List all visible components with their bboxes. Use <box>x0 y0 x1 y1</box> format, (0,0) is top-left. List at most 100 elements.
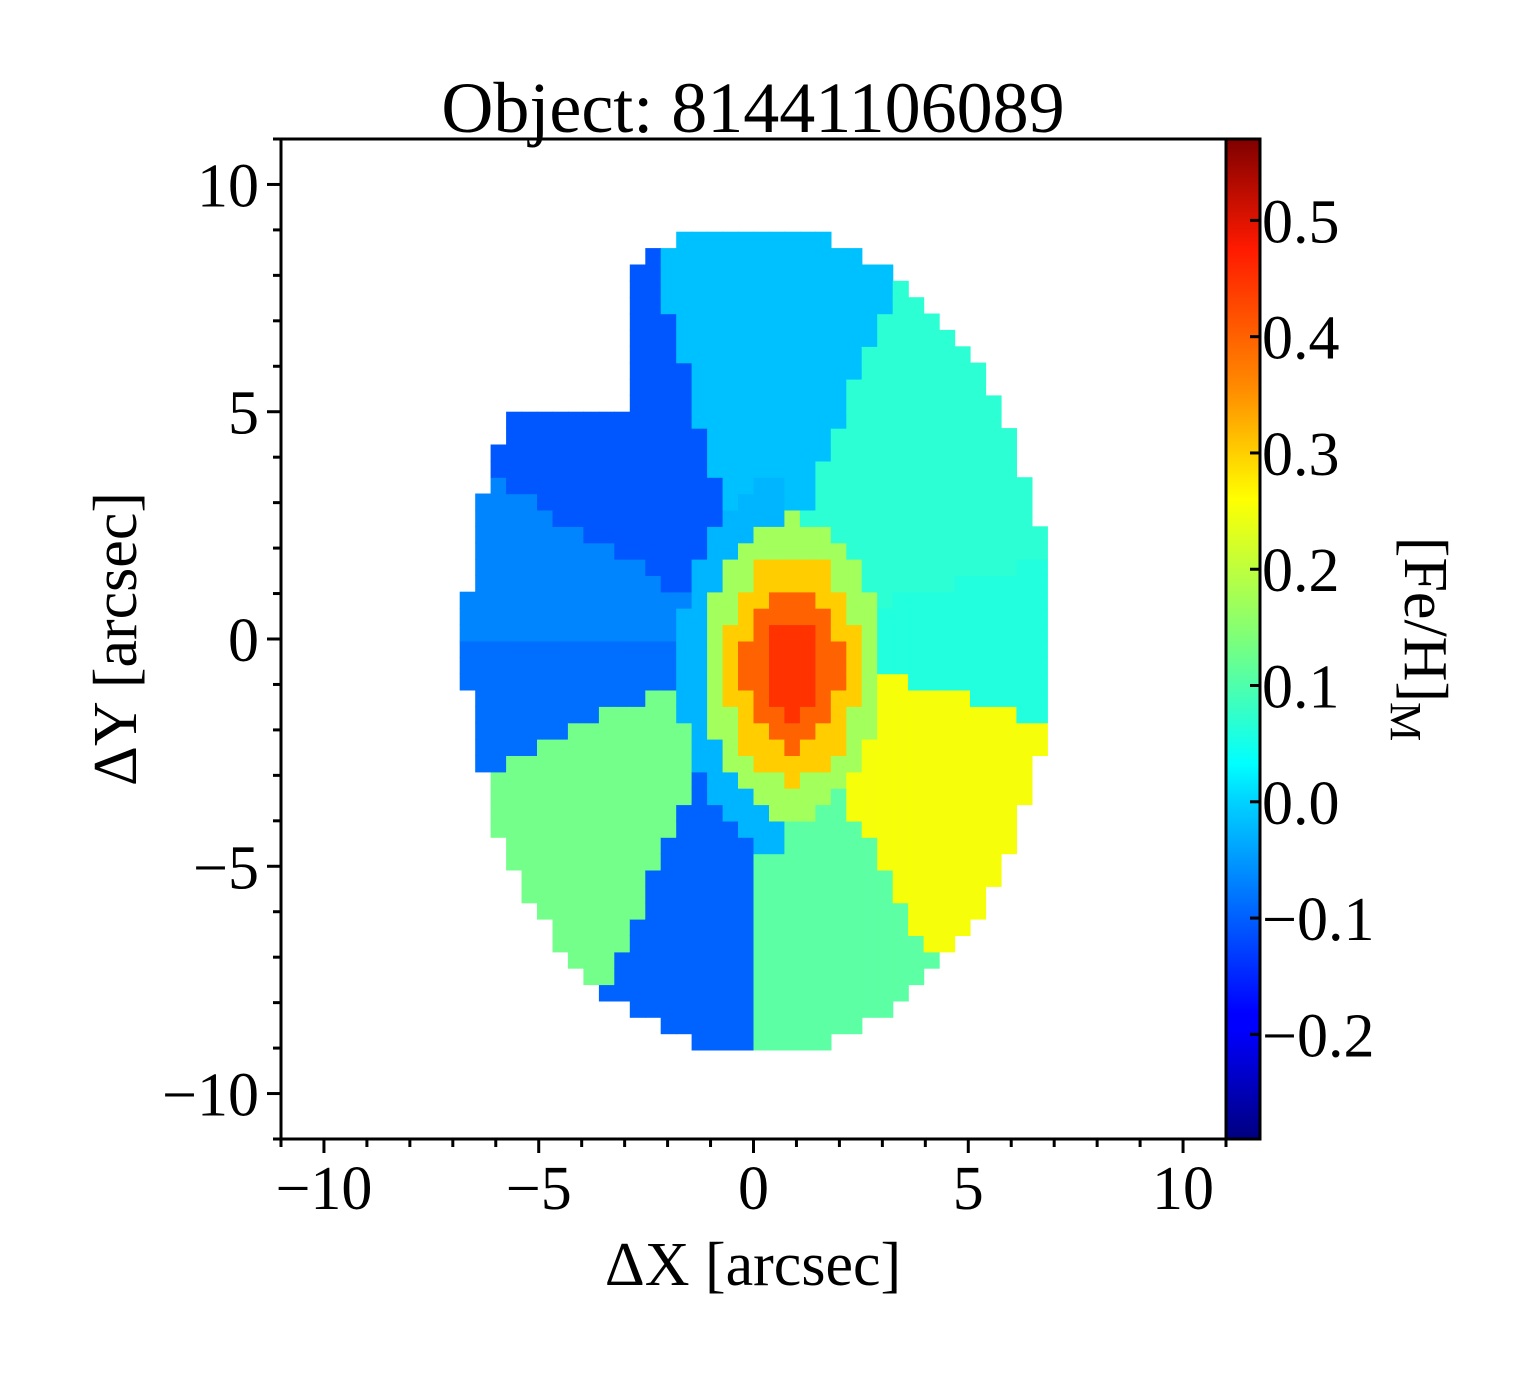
map-cell <box>552 902 569 920</box>
map-cell <box>567 951 584 969</box>
map-cell <box>738 248 755 266</box>
map-cell <box>877 919 894 936</box>
map-cell <box>861 526 878 544</box>
map-cell <box>738 264 755 282</box>
map-cell <box>691 853 708 871</box>
map-cell <box>846 902 863 920</box>
map-cell <box>815 673 832 691</box>
map-cell <box>923 526 940 544</box>
map-cell <box>892 477 909 495</box>
map-cell <box>475 542 492 560</box>
map-cell <box>861 657 878 675</box>
map-cell <box>970 755 987 773</box>
map-cell <box>506 575 523 593</box>
map-cell <box>722 575 739 593</box>
map-cell <box>830 919 847 936</box>
map-cell <box>985 509 1002 527</box>
map-cell <box>660 313 677 331</box>
map-cell <box>861 673 878 691</box>
map-cell <box>660 853 677 871</box>
map-cell <box>722 559 739 576</box>
map-cell <box>490 706 507 724</box>
map-cell <box>660 673 677 691</box>
map-cell <box>490 575 507 593</box>
map-cell <box>769 886 786 904</box>
map-cell <box>877 477 894 495</box>
map-cell <box>645 739 662 756</box>
map-cell <box>475 575 492 593</box>
map-cell <box>722 379 739 396</box>
map-cell <box>892 722 909 740</box>
map-cell <box>537 804 554 822</box>
map-cell <box>537 559 554 576</box>
map-cell <box>799 1017 816 1035</box>
map-cell <box>923 542 940 560</box>
map-cell <box>892 297 909 315</box>
map-cell <box>769 837 786 855</box>
map-cell <box>753 428 770 446</box>
map-cell <box>475 657 492 675</box>
map-cell <box>846 739 863 756</box>
map-cell <box>753 411 770 429</box>
map-cell <box>660 477 677 495</box>
map-cell <box>784 493 801 511</box>
map-cell <box>676 231 693 249</box>
map-cell <box>784 1033 801 1051</box>
map-cell <box>815 837 832 855</box>
map-cell <box>676 362 693 380</box>
map-cell <box>1031 689 1048 707</box>
map-cell <box>552 411 569 429</box>
map-cell <box>506 526 523 544</box>
map-cell <box>660 1017 677 1035</box>
map-cell <box>598 657 615 675</box>
map-cell <box>846 362 863 380</box>
map-cell <box>691 804 708 822</box>
map-cell <box>877 493 894 511</box>
map-cell <box>645 542 662 560</box>
map-cell <box>985 608 1002 626</box>
map-cell <box>691 951 708 969</box>
map-cell <box>660 575 677 593</box>
map-cell <box>815 706 832 724</box>
map-cell <box>908 460 925 478</box>
map-cell <box>985 526 1002 544</box>
map-cell <box>877 673 894 691</box>
map-cell <box>722 951 739 969</box>
map-cell <box>738 919 755 936</box>
map-cell <box>583 902 600 920</box>
map-cell <box>830 608 847 626</box>
map-cell <box>769 280 786 298</box>
map-cell <box>939 493 956 511</box>
map-cell <box>738 329 755 347</box>
map-cell <box>1000 477 1017 495</box>
map-cell <box>970 542 987 560</box>
map-cell <box>676 657 693 675</box>
map-cell <box>769 820 786 838</box>
map-cell <box>691 542 708 560</box>
map-cell <box>1016 526 1033 544</box>
map-cell <box>583 657 600 675</box>
map-cell <box>784 297 801 315</box>
map-cell <box>738 509 755 527</box>
map-cell <box>985 788 1002 806</box>
map-cell <box>537 820 554 838</box>
map-cell <box>660 657 677 675</box>
map-cell <box>629 902 646 920</box>
map-cell <box>892 346 909 364</box>
map-cell <box>753 1033 770 1051</box>
map-cell <box>629 869 646 887</box>
map-cell <box>738 804 755 822</box>
map-cell <box>769 951 786 969</box>
map-cell <box>954 526 971 544</box>
map-cell <box>506 460 523 478</box>
map-cell <box>660 951 677 969</box>
map-cell <box>691 362 708 380</box>
map-cell <box>738 346 755 364</box>
map-cell <box>830 280 847 298</box>
map-cell <box>799 280 816 298</box>
map-cell <box>475 591 492 609</box>
map-cell <box>815 1017 832 1035</box>
map-cell <box>753 951 770 969</box>
map-cell <box>939 739 956 756</box>
map-cell <box>645 477 662 495</box>
